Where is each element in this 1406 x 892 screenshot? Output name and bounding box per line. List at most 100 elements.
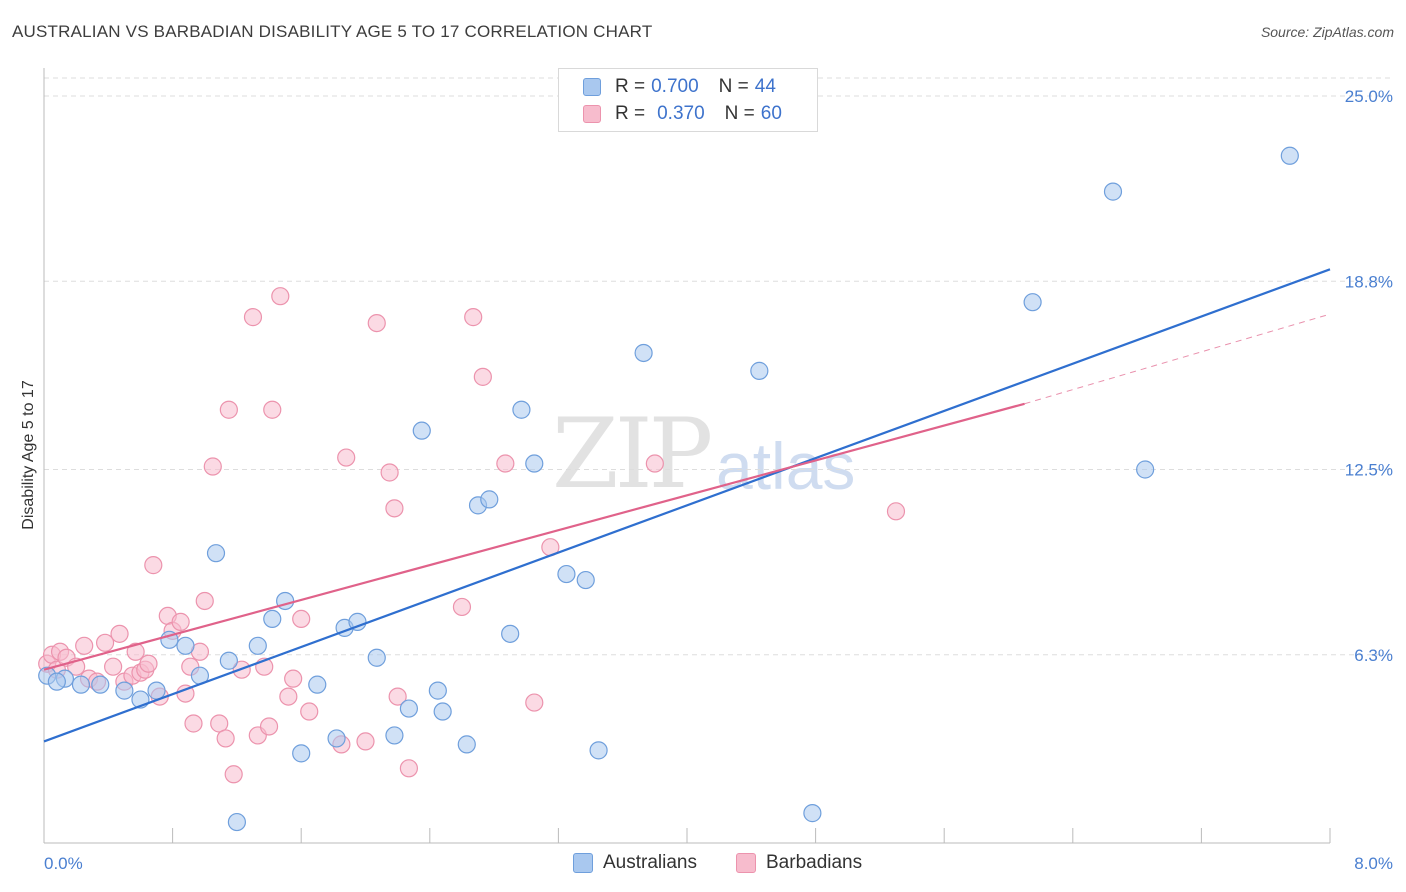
- legend-row-australians: R = 0.700 N = 44: [583, 76, 776, 98]
- axes: [43, 68, 1331, 844]
- barbadians-point: [525, 693, 544, 712]
- australians-point: [1280, 146, 1299, 165]
- barbadians-point: [271, 287, 290, 306]
- australians-point: [248, 636, 267, 655]
- australians-point: [525, 454, 544, 473]
- barbadians-point: [388, 687, 407, 706]
- barbadians-point: [219, 400, 238, 419]
- barbadians-swatch: [583, 105, 601, 123]
- australians-point: [219, 651, 238, 670]
- barbadians-point: [216, 729, 235, 748]
- barbadians-point: [243, 308, 263, 327]
- australians-point: [480, 490, 499, 509]
- barbadians-point: [75, 636, 94, 655]
- barbadians-point: [279, 687, 298, 706]
- australians-point: [750, 361, 769, 380]
- barbadians-point: [385, 499, 404, 518]
- australians-point: [576, 570, 595, 590]
- barbadians-point: [95, 633, 115, 652]
- x-tick-label-min: 0.0%: [44, 854, 83, 873]
- australians-point: [47, 672, 66, 691]
- australians-point: [399, 699, 419, 718]
- australians-r-value: 0.700: [651, 76, 699, 97]
- barbadians-point: [356, 732, 375, 751]
- australians-point: [227, 812, 246, 832]
- barbadians-point: [195, 591, 214, 611]
- barbadians-point: [224, 765, 243, 784]
- trend-lines: [43, 268, 1331, 743]
- barbadians-point: [210, 714, 229, 733]
- australians-point: [348, 612, 367, 631]
- australians-point: [1023, 293, 1042, 312]
- barbadians-point: [886, 502, 906, 521]
- australians-r-label: R =: [615, 76, 646, 97]
- barbadians-point: [284, 669, 303, 688]
- barbadians-point: [126, 642, 145, 661]
- barbadians-point: [464, 308, 483, 327]
- australians-legend-swatch: [573, 853, 593, 873]
- tick-labels: 6.3% 12.5% 18.8% 25.0% 0.0% 8.0% Disability Ag…: [20, 87, 1393, 873]
- australians-point: [327, 729, 346, 748]
- barbadians-r-label: R =: [615, 103, 646, 124]
- australians-swatch: [583, 78, 601, 96]
- legend-item-barbadians[interactable]: Barbadians: [736, 852, 862, 874]
- watermark-atlas: atlas: [716, 429, 856, 503]
- legend-item-australians[interactable]: Australians: [573, 852, 697, 874]
- correlation-legend: R = 0.700 N = 44 R = 0.370 N = 60: [558, 68, 818, 132]
- barbadians-point: [399, 759, 419, 778]
- series-legend: Australians Barbadians: [0, 852, 1406, 876]
- barbadians-point: [203, 457, 222, 476]
- australians-point: [385, 726, 404, 745]
- barbadians-point: [171, 612, 190, 631]
- australians-point: [512, 400, 531, 419]
- barbadians-point: [473, 367, 492, 386]
- australians-point: [433, 702, 452, 721]
- australians-point: [367, 648, 386, 667]
- australians-n-value: 44: [754, 76, 776, 97]
- grid-lines: [44, 77, 1394, 656]
- australians-point: [147, 681, 166, 700]
- source-credit: Source: ZipAtlas.com: [1260, 24, 1394, 40]
- australians-legend-label: Australians: [603, 852, 697, 873]
- barbadians-point: [645, 454, 664, 473]
- legend-row-barbadians: R = 0.370 N = 60: [583, 103, 782, 125]
- barbadians-n-value: 60: [760, 103, 782, 124]
- barbadians-trend-line: [43, 402, 1025, 671]
- y-tick-label: 6.3%: [1354, 646, 1393, 665]
- barbadians-legend-swatch: [736, 853, 756, 873]
- australians-point: [91, 675, 110, 694]
- barbadians-point: [496, 454, 515, 473]
- australians-point: [634, 343, 653, 363]
- australians-point: [308, 675, 327, 694]
- australians-point: [292, 744, 311, 763]
- barbadians-point: [184, 714, 203, 733]
- x-tick-label-max: 8.0%: [1354, 854, 1393, 873]
- watermark-zip: ZIP: [552, 398, 713, 510]
- australians-point: [501, 624, 520, 643]
- australians-point: [115, 681, 134, 700]
- australians-point: [1136, 460, 1155, 479]
- barbadians-point: [380, 463, 399, 482]
- australians-point: [71, 675, 91, 694]
- chart-title: AUSTRALIAN VS BARBADIAN DISABILITY AGE 5…: [12, 22, 653, 41]
- barbadians-point: [300, 702, 319, 721]
- australians-point: [803, 804, 822, 823]
- barbadians-n-label: N =: [724, 103, 755, 124]
- barbadians-point: [110, 624, 129, 643]
- australians-point: [412, 421, 431, 440]
- australians-point: [428, 681, 447, 700]
- australians-point: [589, 741, 608, 760]
- barbadians-point: [104, 657, 123, 676]
- y-axis-title: Disability Age 5 to 17: [20, 380, 37, 530]
- barbadians-point: [139, 654, 158, 673]
- barbadians-point: [144, 556, 163, 575]
- barbadians-point: [292, 609, 311, 629]
- australians-point: [206, 544, 226, 563]
- y-tick-label: 25.0%: [1345, 87, 1393, 106]
- barbadians-point: [259, 717, 279, 736]
- australians-n-label: N =: [718, 76, 749, 97]
- barbadians-point: [337, 448, 356, 467]
- australians-point: [176, 636, 195, 655]
- data-points: [38, 146, 1299, 832]
